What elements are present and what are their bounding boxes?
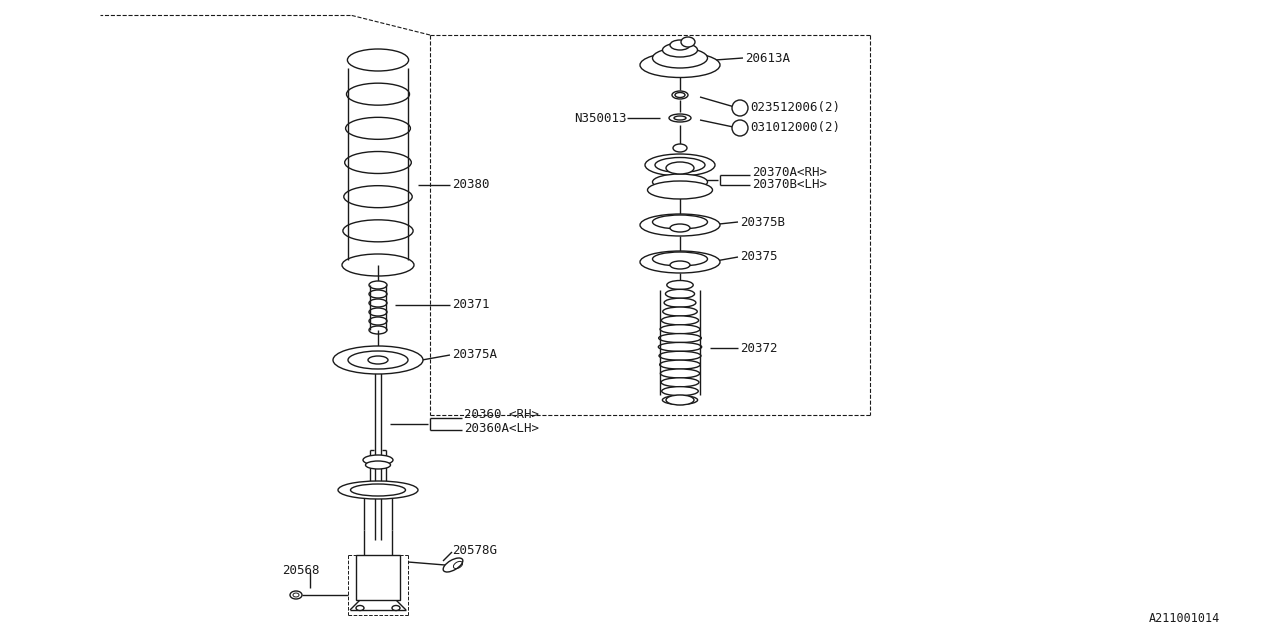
Text: 20370A<RH>: 20370A<RH>: [753, 166, 827, 179]
Ellipse shape: [366, 461, 390, 469]
Ellipse shape: [347, 83, 410, 105]
Ellipse shape: [338, 481, 419, 499]
Ellipse shape: [653, 215, 708, 229]
Ellipse shape: [667, 280, 694, 289]
Ellipse shape: [392, 605, 399, 611]
Ellipse shape: [648, 181, 713, 199]
Ellipse shape: [681, 37, 695, 47]
Ellipse shape: [333, 346, 422, 374]
Ellipse shape: [346, 117, 411, 140]
Ellipse shape: [660, 369, 700, 378]
Ellipse shape: [645, 154, 716, 176]
Ellipse shape: [364, 455, 393, 465]
Ellipse shape: [369, 356, 388, 364]
Text: 20360A<LH>: 20360A<LH>: [465, 422, 539, 435]
Text: 20360 <RH>: 20360 <RH>: [465, 408, 539, 422]
Ellipse shape: [347, 49, 408, 71]
Ellipse shape: [675, 116, 686, 120]
Ellipse shape: [343, 220, 413, 242]
Text: 20370B<LH>: 20370B<LH>: [753, 177, 827, 191]
Ellipse shape: [344, 152, 411, 173]
Ellipse shape: [669, 114, 691, 122]
Ellipse shape: [663, 307, 698, 316]
Ellipse shape: [369, 326, 387, 334]
Text: 20578G: 20578G: [452, 543, 497, 557]
Ellipse shape: [658, 342, 701, 351]
Text: 20375A: 20375A: [452, 349, 497, 362]
Ellipse shape: [666, 289, 695, 298]
Ellipse shape: [659, 333, 701, 342]
Ellipse shape: [348, 351, 408, 369]
Ellipse shape: [660, 378, 699, 387]
Ellipse shape: [663, 43, 698, 57]
Ellipse shape: [666, 162, 694, 174]
Ellipse shape: [673, 144, 687, 152]
Ellipse shape: [663, 396, 698, 404]
Ellipse shape: [675, 93, 685, 97]
Ellipse shape: [659, 360, 700, 369]
Ellipse shape: [653, 252, 708, 266]
Ellipse shape: [291, 591, 302, 599]
Ellipse shape: [660, 324, 700, 333]
Ellipse shape: [443, 558, 463, 572]
Circle shape: [732, 120, 748, 136]
Ellipse shape: [664, 298, 696, 307]
Ellipse shape: [342, 254, 413, 276]
Ellipse shape: [369, 290, 387, 298]
Ellipse shape: [669, 261, 690, 269]
Text: W: W: [737, 123, 742, 133]
Ellipse shape: [655, 157, 705, 173]
Ellipse shape: [372, 586, 384, 594]
Ellipse shape: [669, 40, 690, 50]
Ellipse shape: [351, 484, 406, 496]
Text: 20568: 20568: [282, 563, 320, 577]
Ellipse shape: [369, 281, 387, 289]
Text: 031012000(2): 031012000(2): [750, 122, 840, 134]
Ellipse shape: [669, 224, 690, 232]
Ellipse shape: [672, 91, 689, 99]
Ellipse shape: [659, 351, 701, 360]
Ellipse shape: [662, 387, 699, 396]
Text: 20371: 20371: [452, 298, 489, 312]
Text: 20372: 20372: [740, 342, 777, 355]
Text: 20375: 20375: [740, 250, 777, 264]
Text: N350013: N350013: [573, 111, 626, 125]
Text: 20380: 20380: [452, 179, 489, 191]
Ellipse shape: [666, 395, 694, 405]
Bar: [356, 555, 399, 600]
Text: 20613A: 20613A: [745, 51, 790, 65]
Ellipse shape: [356, 605, 364, 611]
Ellipse shape: [369, 308, 387, 316]
Ellipse shape: [369, 299, 387, 307]
Ellipse shape: [369, 317, 387, 325]
Circle shape: [732, 100, 748, 116]
Ellipse shape: [344, 186, 412, 207]
Ellipse shape: [640, 52, 719, 77]
Text: A211001014: A211001014: [1148, 611, 1220, 625]
Text: 023512006(2): 023512006(2): [750, 102, 840, 115]
Ellipse shape: [640, 214, 719, 236]
Ellipse shape: [653, 174, 708, 190]
Text: N: N: [737, 103, 742, 113]
Ellipse shape: [640, 251, 719, 273]
Ellipse shape: [662, 316, 699, 325]
Ellipse shape: [653, 48, 708, 68]
Text: 20375B: 20375B: [740, 216, 785, 228]
